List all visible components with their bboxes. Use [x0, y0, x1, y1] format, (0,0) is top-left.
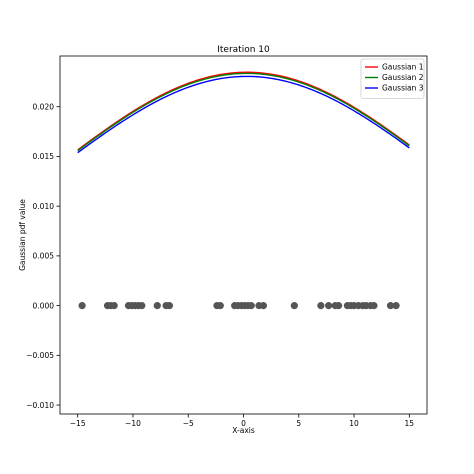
data-point [153, 302, 161, 310]
data-point [78, 302, 86, 310]
data-point [165, 302, 174, 310]
y-tick-label: 0.015 [33, 152, 55, 161]
series-line-gaussian-1 [77, 71, 410, 151]
y-tick-label: −0.010 [26, 401, 54, 410]
chart-title: Iteration 10 [217, 45, 270, 55]
data-point [325, 302, 333, 310]
x-tick-label: 5 [296, 419, 301, 428]
data-point [138, 302, 146, 310]
x-tick-label: 0 [241, 419, 246, 428]
data-point [259, 302, 267, 310]
series-line-gaussian-3 [77, 75, 410, 154]
legend-label: Gaussian 1 [382, 63, 424, 72]
data-point [247, 302, 255, 310]
series-line-gaussian-2 [77, 72, 410, 152]
y-tick-label: 0.000 [33, 301, 55, 310]
x-tick-label: −5 [183, 419, 194, 428]
x-tick-label: 10 [349, 419, 359, 428]
data-point [317, 302, 325, 310]
axes: −15 −10 −5 0 5 10 15 −0.010 −0.005 0.000 0.005 0.01… [26, 55, 428, 428]
x-tick-label: 15 [405, 419, 415, 428]
data-point [370, 302, 378, 310]
data-point [392, 302, 400, 310]
y-tick-label: 0.005 [33, 252, 55, 261]
y-tick-label: 0.010 [33, 202, 55, 211]
legend-label: Gaussian 2 [382, 73, 424, 82]
plot-area [77, 71, 410, 310]
data-point [216, 302, 224, 310]
y-tick-label: 0.020 [33, 102, 55, 111]
x-tick-label: −10 [125, 419, 141, 428]
legend-label: Gaussian 3 [382, 84, 424, 93]
data-point [290, 302, 298, 310]
y-tick-label: −0.005 [26, 351, 54, 360]
data-point [110, 302, 118, 310]
x-axis-label: X-axis [232, 426, 255, 435]
y-axis-label: Gaussian pdf value [18, 199, 27, 271]
x-tick-label: −15 [70, 419, 86, 428]
data-point [334, 302, 343, 310]
data-point [386, 302, 395, 310]
